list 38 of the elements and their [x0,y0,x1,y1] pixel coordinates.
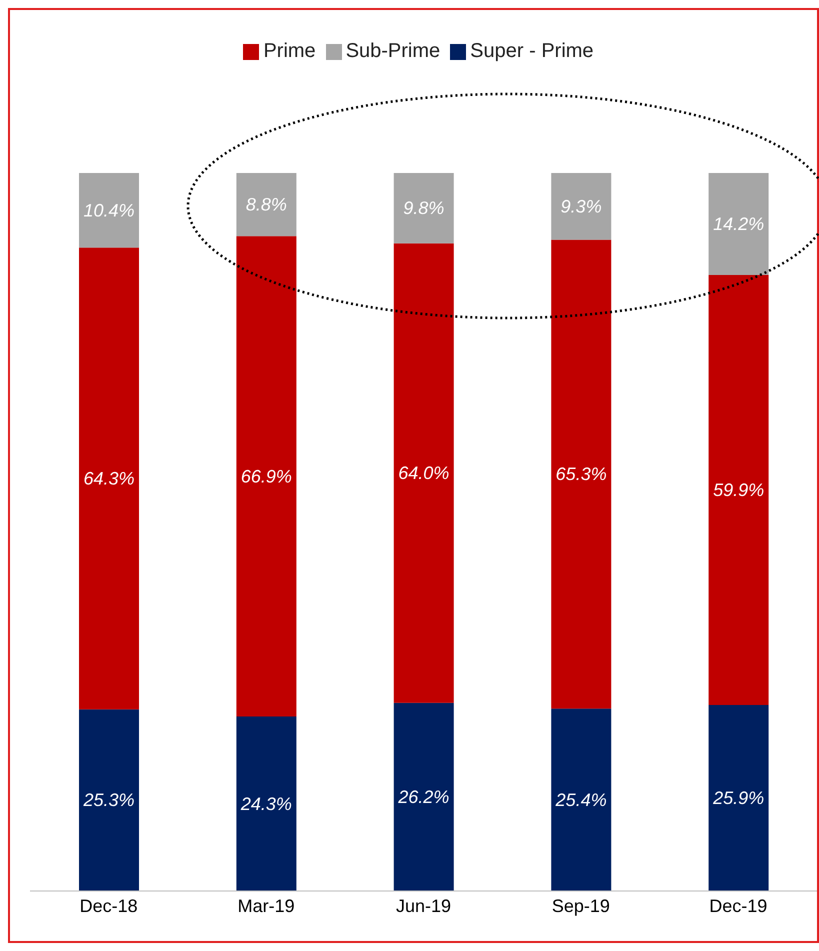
bar [551,708,612,891]
bar [236,236,296,717]
x-tick-label: Jun-19 [396,896,452,916]
data-label: 14.2% [713,214,764,234]
bar [79,173,139,248]
data-label: 59.9% [713,480,764,500]
bar [394,173,454,244]
data-label: 24.3% [240,794,292,814]
bar [708,274,769,706]
data-label: 66.9% [240,466,292,486]
data-label: 64.0% [398,463,450,484]
data-label: 8.8% [246,194,287,215]
data-label: 26.2% [397,786,450,807]
bar [394,702,454,891]
data-label: 64.3% [83,468,135,489]
bar [708,173,769,275]
data-label: 9.3% [560,196,602,216]
bar [236,716,296,891]
bar [236,173,296,236]
bar [551,173,612,240]
data-label: 10.4% [83,200,135,220]
legend-label: Prime [263,40,316,62]
data-label: 25.4% [554,790,607,810]
x-tick-label: Dec-19 [709,896,768,916]
x-tick-label: Dec-18 [80,896,138,916]
data-label: 9.8% [403,198,444,218]
bar [551,240,612,709]
x-tick-label: Sep-19 [552,896,610,916]
data-label: 25.9% [712,788,764,808]
bar [79,248,139,710]
data-label: 65.3% [556,464,607,484]
bar [79,709,139,891]
legend-label: Sub-Prime [346,40,440,62]
bar [708,705,769,891]
legend-label: Super - Prime [470,40,594,62]
bar [394,243,454,703]
x-tick-label: Mar-19 [238,896,295,916]
data-label: 25.3% [82,790,135,810]
